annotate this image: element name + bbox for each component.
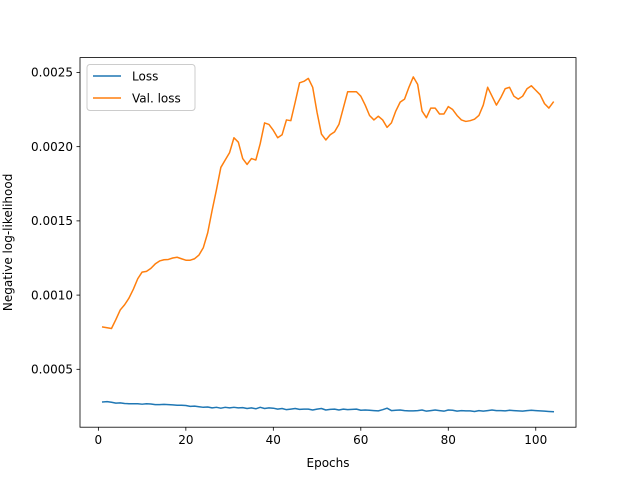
y-axis: 0.0005 0.0010 0.0015 0.0020 0.0025 [31, 66, 80, 377]
series-line-val-loss [101, 76, 555, 330]
legend-label-loss: Loss [132, 69, 158, 83]
y-tick-label: 0.0025 [31, 66, 73, 80]
x-tick-label: 20 [178, 433, 193, 447]
x-tick-label: 0 [95, 433, 103, 447]
series-val-loss [101, 76, 555, 330]
y-tick-label: 0.0010 [31, 288, 73, 302]
x-tick-label: 80 [441, 433, 456, 447]
series-line-loss [101, 400, 555, 413]
legend: Loss Val. loss [86, 64, 196, 111]
x-tick-label: 60 [353, 433, 368, 447]
x-tick-label: 100 [524, 433, 547, 447]
x-tick-label: 40 [266, 433, 281, 447]
legend-label-val-loss: Val. loss [132, 91, 181, 105]
x-axis: 0 20 40 60 80 100 [95, 427, 547, 447]
y-tick-label: 0.0005 [31, 363, 73, 377]
y-axis-label: Negative log-likelihood [1, 174, 15, 311]
series-loss [101, 400, 555, 413]
plot-lines [101, 76, 555, 413]
y-tick-label: 0.0020 [31, 140, 73, 154]
plot-frame [79, 57, 577, 428]
y-tick-label: 0.0015 [31, 214, 73, 228]
x-axis-label: Epochs [307, 456, 350, 470]
